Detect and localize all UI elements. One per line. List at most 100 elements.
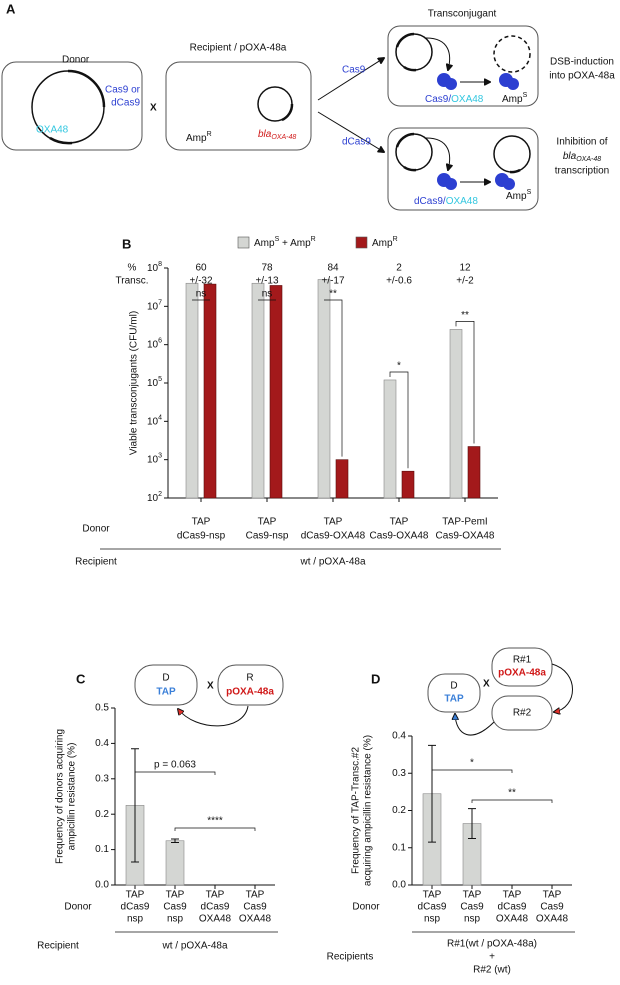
cas9-gene [395,132,415,148]
y-axis-label: Viable transconjugants (CFU/ml) [129,311,140,455]
y-tick-label: 0.3 [95,773,109,784]
x-tick-label: Cas9 [163,902,187,913]
x-tick-label: Cas9 [540,902,564,913]
error-bar [468,808,476,839]
comparison-bracket [471,799,553,803]
protein: dCas9/ [414,196,446,207]
x-tick-label: nsp [127,914,144,925]
recipient-label: R#2 (wt) [473,965,511,976]
recipient-cell [217,664,284,706]
outcome: DSB-induction [550,57,614,68]
transconjugant-title: Transconjugant [428,9,497,20]
significance-bracket [389,371,409,469]
bar [383,379,397,499]
comparison-label: ** [508,788,516,799]
outcome: Inhibition of [556,137,607,148]
row-label: Recipient [75,557,117,568]
transconjugation-value: 60 [195,263,207,274]
transfer-arrow [551,663,573,712]
x-tick-label: TAP [166,890,185,901]
donor: D [162,673,169,684]
significance-bracket [455,321,475,444]
error-bar [428,744,436,843]
row-label: Donor [352,902,380,913]
plasmid [493,135,531,173]
transconjugant-cell [387,25,539,107]
transconjugant-cell [387,127,539,211]
y-tick-label: 102 [147,491,162,503]
significance-label: ns [196,289,207,300]
y-tick-label: 0.1 [95,844,109,855]
tick-exponent: 5 [158,376,162,383]
transconjugation-error: +/-13 [255,276,279,287]
arrow-label: dCas9 [342,137,371,148]
tick-exponent: 7 [158,300,162,307]
donor-strain: TAP [444,694,464,705]
x-tick-label: OXA48 [239,914,272,925]
x-tick-label: dCas9 [121,902,150,913]
x-tick-label: TAP [463,890,482,901]
transconjugation-value: 2 [396,263,402,274]
y-tick-label: 0.3 [392,768,406,779]
transconjugation-value: 84 [327,263,339,274]
x-tick-label: dCas9 [498,902,527,913]
significance-label: ** [329,289,337,300]
row-label: % [128,263,137,274]
cross: X [207,681,214,692]
comparison-bracket [174,827,256,831]
x-tick-label: dCas9-nsp [177,531,226,542]
y-tick-label: 107 [147,300,162,312]
x-tick-label: Cas9-nsp [246,531,289,542]
complex-label: dCas9/OXA48 [414,196,478,207]
cas9-gene [395,32,415,48]
row-label: Transc. [116,276,149,287]
recipient-marker: AmpR [186,131,212,143]
x-tick-label: nsp [464,914,481,925]
legend-label: AmpR [372,236,398,248]
cross: X [483,679,490,690]
panel-label: A [6,1,16,16]
transfer-arrow [455,714,495,736]
cas9-protein [445,178,457,190]
bar [467,446,481,499]
tick-base: 10 [147,339,159,350]
protein: Cas9/ [425,94,451,105]
complex-label: Cas9/OXA48 [425,94,484,105]
transfer-arrow [178,705,249,727]
y-tick-label: 106 [147,338,162,350]
panel-label: D [371,671,380,686]
cut-plasmid [493,35,531,73]
x-tick-label: dCas9-OXA48 [301,531,366,542]
y-tick-label: 0.2 [95,809,109,820]
donor-title: Donor [62,55,90,66]
recipient: R#2 [513,708,532,719]
panel-label: C [76,671,86,686]
comparison-label: **** [207,816,223,827]
cas9-gene [67,69,106,108]
y-tick-label: 103 [147,453,162,465]
x-tick-label: Cas9 [460,902,484,913]
recipient-label: wt / pOXA-48a [161,941,227,952]
x-tick-label: TAP [258,517,277,528]
donor-cell [427,673,481,713]
bar [251,282,265,499]
cross: X [150,103,157,114]
donor: D [450,681,457,692]
donor-cas9: dCas9 [111,98,140,109]
y-tick-label: 0.0 [95,880,109,891]
donor-strain: TAP [156,687,176,698]
tick-exponent: 3 [158,453,162,460]
x-tick-label: TAP [543,890,562,901]
arrow [317,58,384,101]
error-bar [171,838,179,844]
row-label: Recipient [37,941,79,952]
row-label: Donor [64,902,92,913]
recipient-cell [165,61,312,151]
outcome: into pOXA-48a [549,71,615,82]
error-bar [131,748,139,863]
x-tick-label: Cas9-OXA48 [370,531,429,542]
bar [185,282,199,499]
tick-exponent: 4 [158,415,162,422]
recipient-cell [491,647,553,687]
